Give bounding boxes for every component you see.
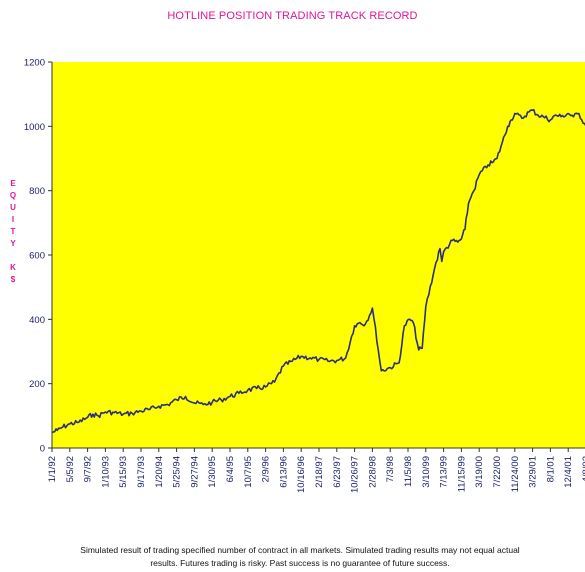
x-tick-label: 11/15/99 bbox=[456, 456, 467, 492]
y-tick-label: 600 bbox=[29, 251, 45, 262]
y-axis-label-letter: U bbox=[10, 203, 16, 212]
x-tick-label: 6/13/96 bbox=[278, 456, 289, 488]
y-axis-label-letter: T bbox=[10, 227, 16, 236]
equity-series-line bbox=[52, 109, 585, 434]
x-tick-label: 1/30/95 bbox=[207, 456, 218, 488]
x-tick-label: 2/18/97 bbox=[314, 456, 325, 488]
x-tick-label: 5/15/93 bbox=[118, 456, 129, 488]
x-tick-label: 9/17/93 bbox=[136, 456, 147, 488]
y-axis-label-letter: K bbox=[10, 263, 16, 272]
x-tick-label: 10/16/96 bbox=[296, 456, 307, 493]
footnote-line-1: Simulated result of trading specified nu… bbox=[80, 545, 520, 555]
x-tick-label: 1/10/93 bbox=[100, 456, 111, 488]
x-tick-label: 3/10/99 bbox=[421, 456, 432, 488]
x-tick-label: 3/19/00 bbox=[474, 456, 485, 488]
x-tick-label: 2/28/98 bbox=[367, 456, 378, 488]
x-tick-label: 5/25/94 bbox=[172, 456, 183, 488]
x-tick-label: 1/20/94 bbox=[154, 456, 165, 488]
y-tick-label: 400 bbox=[29, 315, 45, 326]
y-tick-label: 0 bbox=[40, 444, 45, 455]
x-tick-label: 11/24/00 bbox=[510, 456, 521, 492]
x-tick-label: 1/1/92 bbox=[47, 456, 58, 482]
x-tick-label: 8/1/01 bbox=[545, 456, 556, 482]
x-tick-label: 11/5/98 bbox=[403, 456, 414, 487]
x-tick-label: 7/3/98 bbox=[385, 456, 396, 482]
x-tick-label: 12/4/01 bbox=[563, 456, 574, 488]
y-tick-label: 1200 bbox=[24, 58, 45, 69]
chart-title: HOTLINE POSITION TRADING TRACK RECORD bbox=[167, 10, 418, 22]
y-axis-label-letter: Y bbox=[10, 239, 16, 248]
y-tick-label: 1000 bbox=[24, 122, 45, 133]
y-tick-label: 200 bbox=[29, 379, 45, 390]
x-tick-label: 6/23/97 bbox=[332, 456, 343, 488]
y-axis-label-letter: E bbox=[10, 179, 16, 188]
footnote-line-2: results. Futures trading is risky. Past … bbox=[150, 558, 450, 568]
x-tick-label: 4/8/02 bbox=[581, 456, 585, 482]
x-tick-label: 9/27/94 bbox=[189, 456, 200, 488]
x-tick-label: 10/26/97 bbox=[350, 456, 361, 493]
y-axis-label-letter: I bbox=[11, 215, 15, 224]
x-tick-label: 6/4/95 bbox=[225, 456, 236, 482]
y-tick-label: 800 bbox=[29, 186, 45, 197]
x-tick-label: 10/7/95 bbox=[243, 456, 254, 488]
plot-area bbox=[52, 62, 585, 448]
x-tick-label: 2/9/96 bbox=[261, 456, 272, 482]
x-tick-label: 3/29/01 bbox=[528, 456, 539, 488]
x-tick-label: 5/5/92 bbox=[65, 456, 76, 482]
disclaimer-footnote: Simulated result of trading specified nu… bbox=[40, 544, 560, 570]
x-tick-label: 9/7/92 bbox=[83, 456, 94, 482]
x-tick-label: 7/22/00 bbox=[492, 456, 503, 488]
y-axis-label-letter: $ bbox=[10, 275, 16, 284]
y-axis-label-letter: Q bbox=[9, 191, 17, 200]
x-tick-label: 7/13/99 bbox=[439, 456, 450, 488]
equity-line-chart: 0 200 400 600 800 1000 1200 1/1/92 5/5/92 9/7/92 1… bbox=[24, 58, 585, 493]
